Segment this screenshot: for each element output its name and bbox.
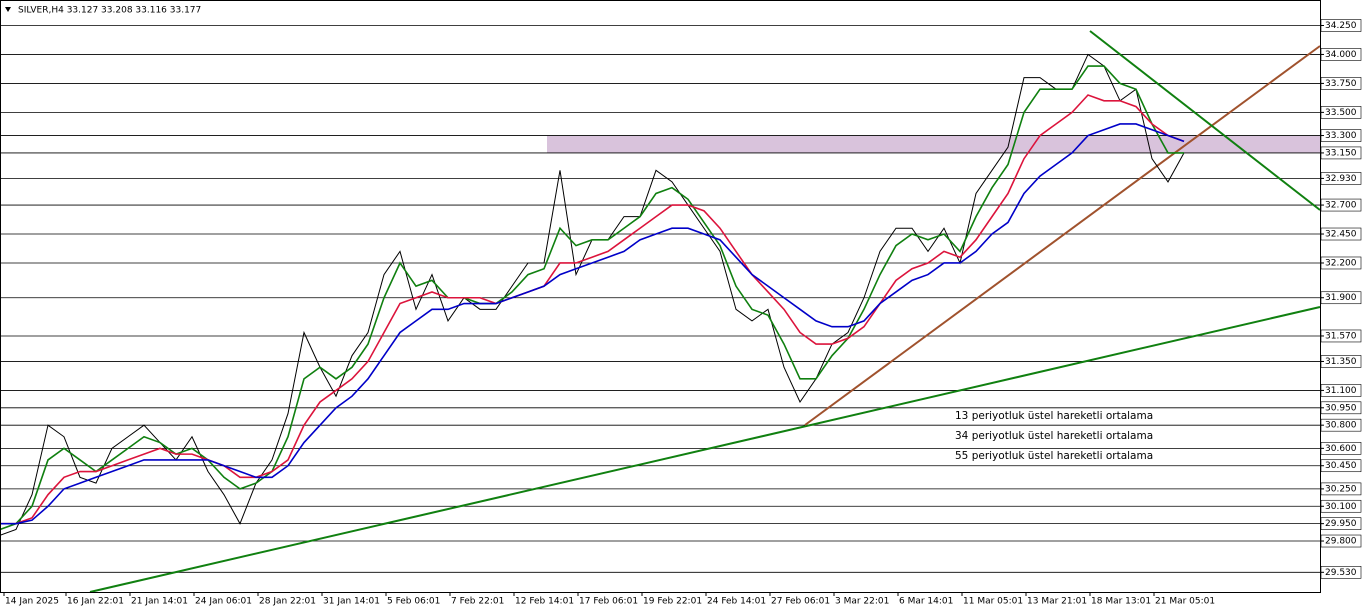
x-tick-label: 28 Jan 22:01 <box>259 597 316 607</box>
y-tick-label: 30.450 <box>1325 461 1357 471</box>
y-tick-label: 29.800 <box>1325 537 1357 547</box>
y-tick-label: 33.500 <box>1325 108 1357 118</box>
resistance-zone <box>547 136 1320 153</box>
plot-frame <box>0 0 1321 593</box>
chart-title: SILVER,H4 33.127 33.208 33.116 33.177 <box>18 6 201 16</box>
series-line <box>0 53 1185 536</box>
grid <box>0 25 1320 573</box>
x-tick-label: 12 Feb 14:01 <box>515 597 574 607</box>
legend: 13 periyotluk üstel hareketli ortalama 34… <box>955 410 1153 462</box>
y-tick-label: 31.350 <box>1325 357 1357 367</box>
y-tick-label: 32.930 <box>1325 174 1357 184</box>
series-line <box>0 65 1184 531</box>
x-tick-label: 14 Jan 2025 <box>5 597 59 607</box>
x-tick-label: 13 Mar 21:01 <box>1027 597 1087 607</box>
trend-line <box>1089 30 1321 211</box>
y-tick-label: 30.600 <box>1325 444 1357 454</box>
x-tick-label: 17 Feb 06:01 <box>579 597 638 607</box>
y-tick-label: 33.750 <box>1325 79 1357 89</box>
y-tick-label: 30.800 <box>1325 421 1357 431</box>
x-tick-label: 21 Mar 05:01 <box>1155 597 1215 607</box>
y-tick-label: 34.000 <box>1325 50 1357 60</box>
menu-arrow[interactable] <box>5 7 11 12</box>
y-tick-label: 33.300 <box>1325 131 1357 141</box>
plot <box>0 53 1185 536</box>
x-tick-label: 16 Jan 22:01 <box>67 597 124 607</box>
y-tick-label: 34.250 <box>1325 21 1357 31</box>
legend-entry: 34 periyotluk üstel hareketli ortalama <box>955 430 1153 442</box>
x-tick-label: 19 Feb 22:01 <box>643 597 702 607</box>
y-tick-label: 32.450 <box>1325 230 1357 240</box>
legend-entry: 55 periyotluk üstel hareketli ortalama <box>955 450 1153 462</box>
x-tick-label: 27 Feb 06:01 <box>771 597 830 607</box>
y-tick-label: 30.950 <box>1325 403 1357 413</box>
x-tick-label: 11 Mar 05:01 <box>963 597 1023 607</box>
y-tick-label: 33.150 <box>1325 148 1357 158</box>
legend-entry: 13 periyotluk üstel hareketli ortalama <box>955 410 1153 422</box>
y-tick-label: 32.700 <box>1325 201 1357 211</box>
trend-line <box>804 45 1321 426</box>
x-tick-label: 21 Jan 14:01 <box>131 597 188 607</box>
x-tick-label: 18 Mar 13:01 <box>1091 597 1151 607</box>
y-tick-label: 31.100 <box>1325 386 1357 396</box>
x-tick-label: 7 Feb 22:01 <box>451 597 504 607</box>
y-tick-label: 31.900 <box>1325 293 1357 303</box>
series-line <box>0 123 1185 525</box>
x-tick-label: 24 Jan 06:01 <box>195 597 252 607</box>
y-tick-label: 31.570 <box>1325 331 1357 341</box>
y-tick-label: 30.250 <box>1325 484 1357 494</box>
axes: 34.250 34.000 33.750 33.500 33.300 33.150 32.9… <box>3 19 1362 607</box>
y-tick-label: 29.950 <box>1325 519 1357 529</box>
x-tick-label: 3 Mar 22:01 <box>835 597 889 607</box>
x-tick-label: 24 Feb 14:01 <box>707 597 766 607</box>
y-tick-label: 32.200 <box>1325 258 1357 268</box>
x-tick-label: 6 Mar 14:01 <box>899 597 953 607</box>
x-tick-label: 5 Feb 06:01 <box>387 597 440 607</box>
y-tick-label: 30.100 <box>1325 502 1357 512</box>
y-tick-label: 29.530 <box>1325 568 1357 578</box>
x-tick-label: 31 Jan 14:01 <box>323 597 380 607</box>
trend-line <box>89 306 1321 593</box>
series-line <box>0 94 1185 525</box>
